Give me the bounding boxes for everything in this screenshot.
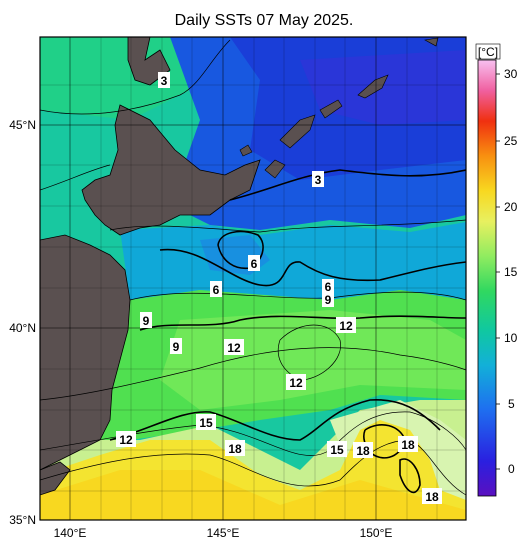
contour-label: 3 xyxy=(158,72,170,88)
contour-label: 15 xyxy=(327,441,347,457)
colorbar-tick: 10 xyxy=(504,331,518,345)
svg-text:15: 15 xyxy=(199,416,213,430)
contour-label: 6 xyxy=(210,281,222,297)
svg-text:3: 3 xyxy=(315,173,322,187)
svg-text:12: 12 xyxy=(289,376,303,390)
svg-text:12: 12 xyxy=(119,433,133,447)
contour-labels: 3 3 6 6 6 9 9 9 12 12 12 12 15 15 18 18 … xyxy=(116,72,442,504)
sst-field xyxy=(40,37,466,520)
colorbar-tick: 30 xyxy=(504,67,518,81)
colorbar-tick: 20 xyxy=(504,200,518,214)
contour-label: 6 xyxy=(248,255,260,271)
lon-label-140: 140°E xyxy=(54,526,87,540)
svg-text:3: 3 xyxy=(161,74,168,88)
lon-label-145: 145°E xyxy=(207,526,240,540)
svg-text:6: 6 xyxy=(213,283,220,297)
map-title: Daily SSTs 07 May 2025. xyxy=(174,12,354,29)
svg-text:15: 15 xyxy=(330,443,344,457)
contour-label: 12 xyxy=(224,339,244,355)
colorbar-tick: 25 xyxy=(504,134,518,148)
graticule xyxy=(40,37,466,520)
svg-text:9: 9 xyxy=(143,314,150,328)
colorbar-tick: 0 xyxy=(508,462,515,476)
svg-text:9: 9 xyxy=(173,340,180,354)
contour-label: 18 xyxy=(398,436,418,452)
colorbar-gradient xyxy=(477,59,497,497)
contour-label: 18 xyxy=(422,488,442,504)
svg-text:18: 18 xyxy=(228,442,242,456)
contour-label: 18 xyxy=(353,442,373,458)
contour-label: 12 xyxy=(116,431,136,447)
svg-text:18: 18 xyxy=(356,444,370,458)
svg-text:12: 12 xyxy=(227,341,241,355)
contour-label: 9 xyxy=(322,291,334,307)
contour-label: 6 xyxy=(322,279,334,294)
lat-label-45: 45°N xyxy=(9,118,36,132)
contour-label: 12 xyxy=(336,317,356,333)
colorbar: [°C] 30 25 20 15 10 5 0 xyxy=(475,43,518,497)
colorbar-unit: [°C] xyxy=(478,45,498,59)
contour-label: 3 xyxy=(312,171,324,187)
contour-label: 9 xyxy=(170,338,182,354)
contour-label: 15 xyxy=(196,414,216,430)
map-frame xyxy=(39,36,467,521)
contour-label: 9 xyxy=(140,312,152,328)
lat-label-40: 40°N xyxy=(9,321,36,335)
contour-label: 12 xyxy=(286,374,306,390)
svg-text:18: 18 xyxy=(401,438,415,452)
colorbar-tick: 15 xyxy=(504,265,518,279)
lon-label-150: 150°E xyxy=(360,526,393,540)
svg-text:18: 18 xyxy=(425,490,439,504)
svg-text:6: 6 xyxy=(325,280,332,294)
svg-text:12: 12 xyxy=(339,319,353,333)
svg-text:9: 9 xyxy=(325,293,332,307)
colorbar-tick: 5 xyxy=(508,397,515,411)
contour-label: 18 xyxy=(225,440,245,456)
svg-text:6: 6 xyxy=(251,257,258,271)
lat-label-35: 35°N xyxy=(9,513,36,527)
